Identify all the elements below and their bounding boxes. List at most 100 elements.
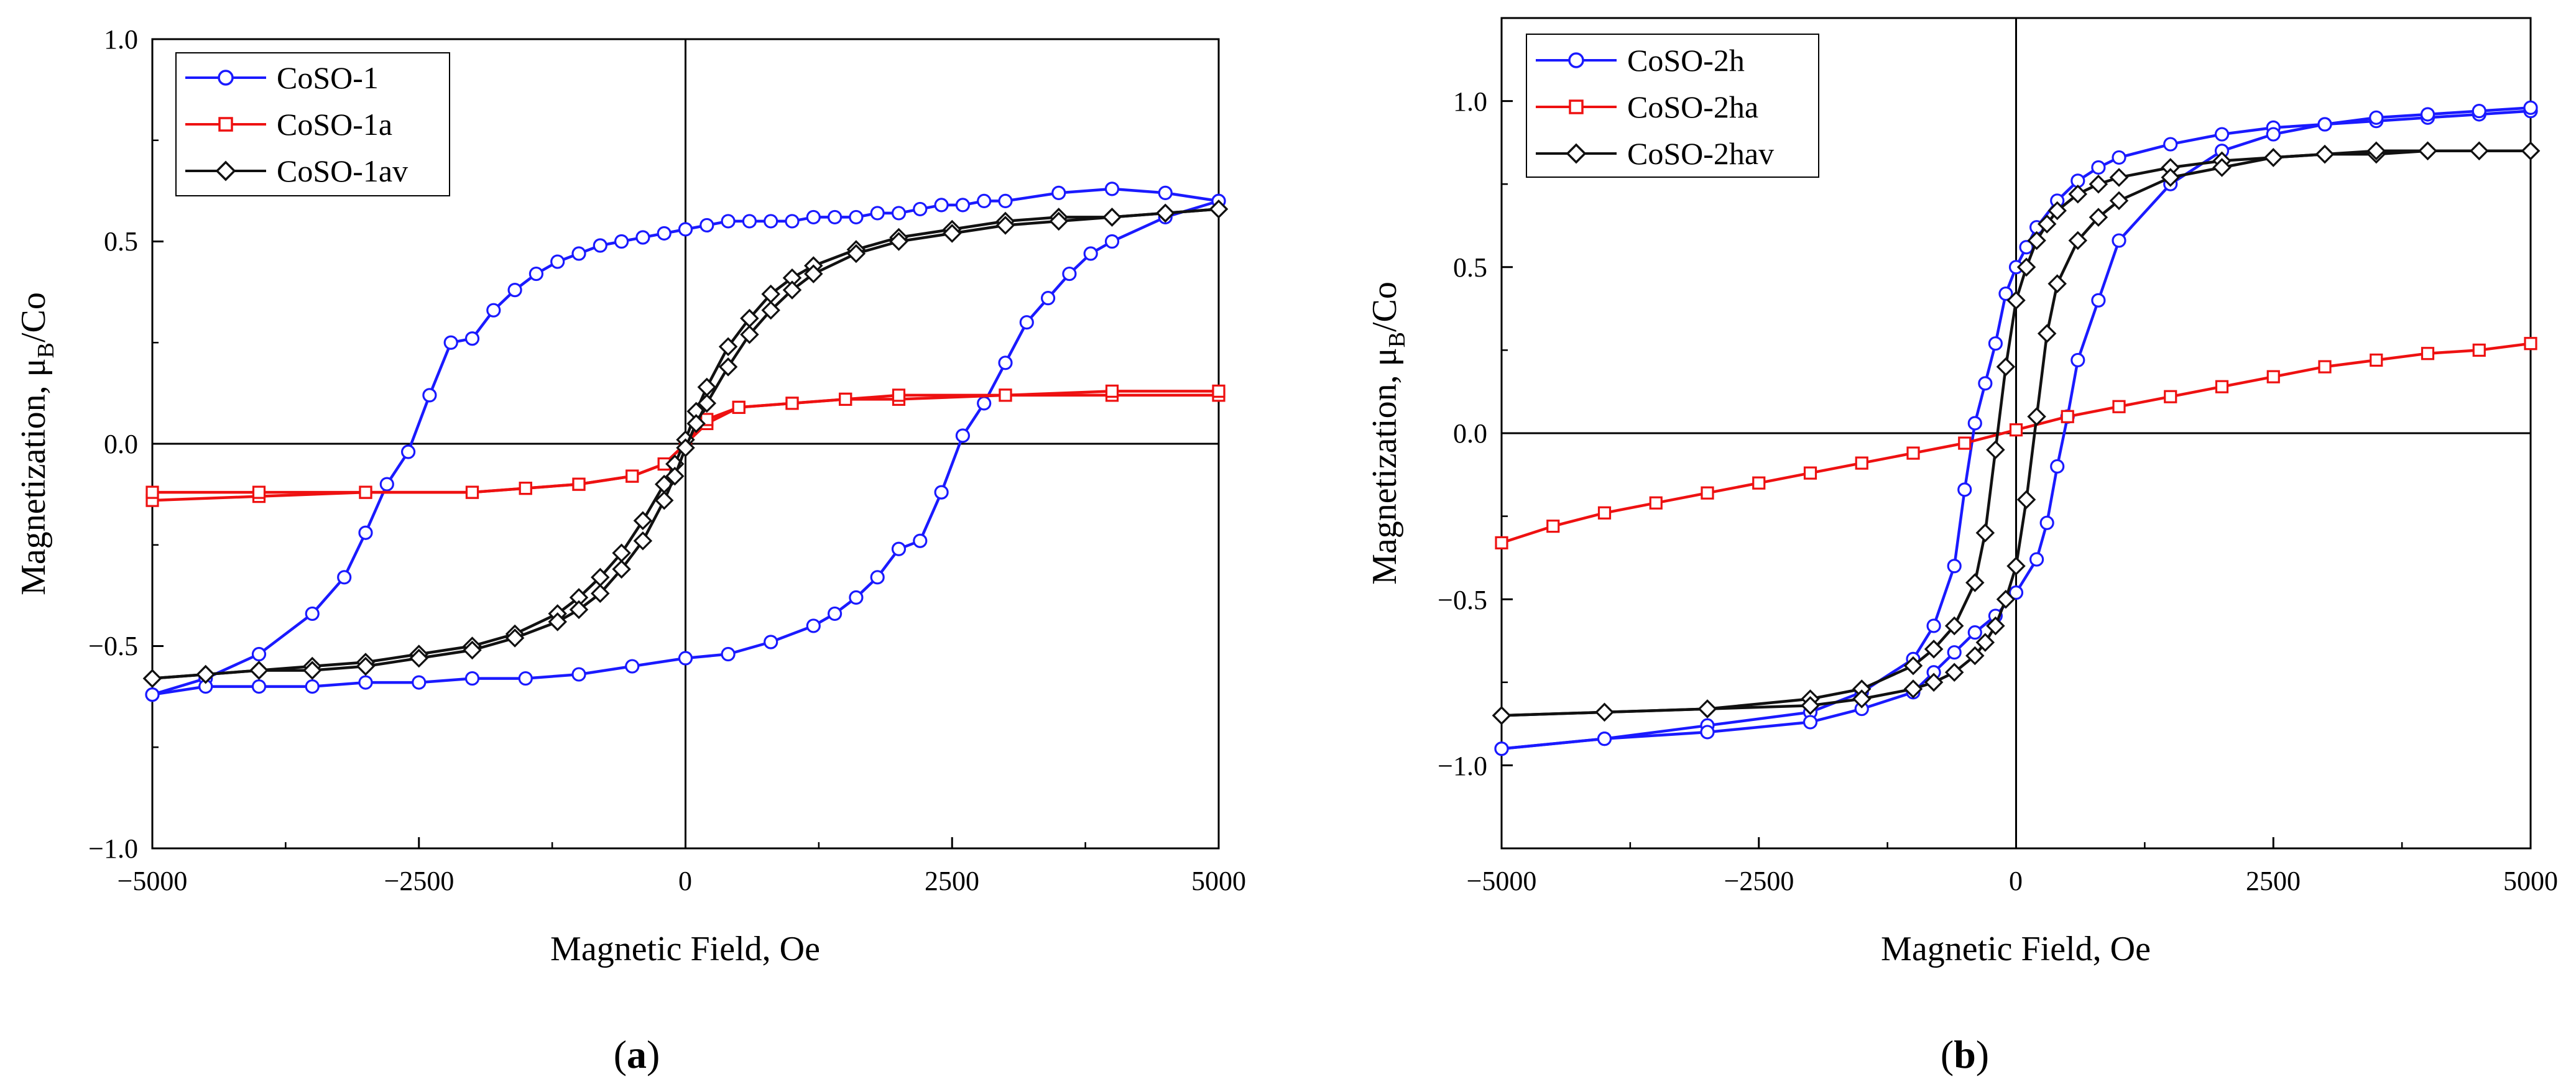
data-point-diamond <box>2037 324 2057 343</box>
data-point-square <box>2524 337 2537 351</box>
data-point-square <box>1105 384 1119 398</box>
series-line-ascending <box>1501 106 2531 750</box>
legend: CoSO-1 CoSO-1a CoSO-1av <box>175 52 450 196</box>
data-point-square <box>999 388 1012 402</box>
panel-label-a: (a) <box>614 1032 660 1076</box>
data-point-circle <box>550 254 565 269</box>
data-point-circle <box>977 193 992 208</box>
data-point-diamond <box>1996 589 2016 609</box>
data-point-diamond <box>2047 201 2067 221</box>
y-tick-label: 0.5 <box>104 226 138 257</box>
data-point-diamond <box>2418 141 2437 161</box>
y-tick-label: 0.5 <box>1453 252 1487 283</box>
data-point-diamond <box>463 640 482 660</box>
data-point-circle <box>251 679 267 694</box>
data-point-square <box>2266 370 2280 383</box>
data-point-circle <box>571 246 586 261</box>
data-point-diamond <box>2109 168 2129 187</box>
x-tick-label: −2500 <box>384 866 455 896</box>
data-point-circle <box>1700 725 1715 740</box>
panel-a-chart: −5000 −2500 0 2500 5000 Magnetic Field, … <box>14 24 1246 1076</box>
data-point-square <box>2318 360 2332 374</box>
data-point-diamond <box>1903 679 1923 699</box>
data-point-circle <box>2369 110 2384 125</box>
data-point-circle <box>2070 352 2085 368</box>
x-tick-label: −5000 <box>118 866 188 896</box>
data-point-diamond <box>2212 158 2232 177</box>
data-point-diamond <box>1975 523 1995 543</box>
data-point-circle <box>412 675 427 690</box>
data-point-circle <box>657 226 672 241</box>
data-point-circle <box>764 214 778 229</box>
data-point-circle <box>358 525 373 540</box>
data-point-square <box>2061 410 2074 423</box>
data-point-circle <box>2266 127 2281 142</box>
data-point-circle <box>1947 559 1962 574</box>
data-point-diamond <box>718 357 738 377</box>
x-tick-label: 0 <box>2009 866 2023 896</box>
data-point-diamond <box>142 669 162 688</box>
data-point-square <box>1958 436 1972 450</box>
data-point-square <box>2421 347 2435 360</box>
data-point-diamond <box>2006 290 2026 310</box>
data-point-square <box>465 485 479 499</box>
series-CoSO-1av <box>142 200 1229 688</box>
data-point-circle <box>1158 185 1173 200</box>
data-point-diamond <box>612 559 631 579</box>
y-tick-label: 1.0 <box>104 24 138 55</box>
legend-label: CoSO-1a <box>277 107 392 142</box>
data-point-circle <box>998 356 1013 370</box>
data-point-square <box>1597 506 1612 520</box>
y-axis-title: Magnetization, μB/Co <box>14 292 59 595</box>
data-point-circle <box>1104 234 1120 249</box>
series-CoSO-2hav <box>1492 141 2541 725</box>
panel-label-paren: ( <box>614 1032 627 1076</box>
data-point-square <box>892 388 906 402</box>
y-tick-label: −1.0 <box>88 833 138 864</box>
data-point-circle <box>529 266 544 282</box>
data-point-circle <box>1083 246 1098 261</box>
data-point-diamond <box>761 300 780 320</box>
legend-marker-square <box>218 117 233 132</box>
data-point-diamond <box>676 438 695 457</box>
data-point-circle <box>721 646 736 662</box>
data-point-circle <box>422 388 437 403</box>
data-point-diamond <box>665 466 685 486</box>
series-line-descending <box>152 187 1219 696</box>
y-tick-label: −0.5 <box>88 631 138 661</box>
data-point-circle <box>1597 732 1612 746</box>
legend-label: CoSO-1 <box>277 60 379 95</box>
legend-label: CoSO-2h <box>1627 43 1745 78</box>
data-point-circle <box>934 198 949 213</box>
data-point-diamond <box>2037 214 2057 234</box>
x-tick-label: 5000 <box>1191 866 1246 896</box>
data-point-circle <box>678 651 693 666</box>
data-point-circle <box>721 214 736 229</box>
data-point-square <box>1855 456 1868 470</box>
data-point-circle <box>1967 416 1982 431</box>
data-point-circle <box>2039 515 2054 530</box>
legend-marker-square <box>1569 99 1584 114</box>
data-point-square <box>519 482 532 495</box>
y-axis-title: Magnetization, μB/Co <box>1365 282 1410 585</box>
data-point-circle <box>998 193 1013 208</box>
data-point-circle <box>1494 741 1509 756</box>
data-point-circle <box>2029 552 2044 567</box>
data-point-circle <box>251 646 267 662</box>
data-point-circle <box>400 444 416 459</box>
x-axis: −5000 −2500 0 2500 5000 Magnetic Field, … <box>1467 837 2558 968</box>
data-point-square <box>732 400 746 415</box>
data-point-circle <box>305 606 320 622</box>
data-point-circle <box>518 671 533 686</box>
data-point-diamond <box>1965 646 1985 666</box>
data-point-circle <box>2472 104 2486 119</box>
data-point-diamond <box>633 511 653 530</box>
data-point-circle <box>849 590 864 605</box>
series-CoSO-2ha <box>1495 337 2537 549</box>
data-point-square <box>252 485 266 499</box>
panel-b-chart: −5000 −2500 0 2500 5000 Magnetic Field, … <box>1365 17 2558 1076</box>
panel-label-letter: b <box>1954 1032 1976 1076</box>
legend-entry: CoSO-1 <box>185 60 379 95</box>
data-point-circle <box>678 222 693 237</box>
